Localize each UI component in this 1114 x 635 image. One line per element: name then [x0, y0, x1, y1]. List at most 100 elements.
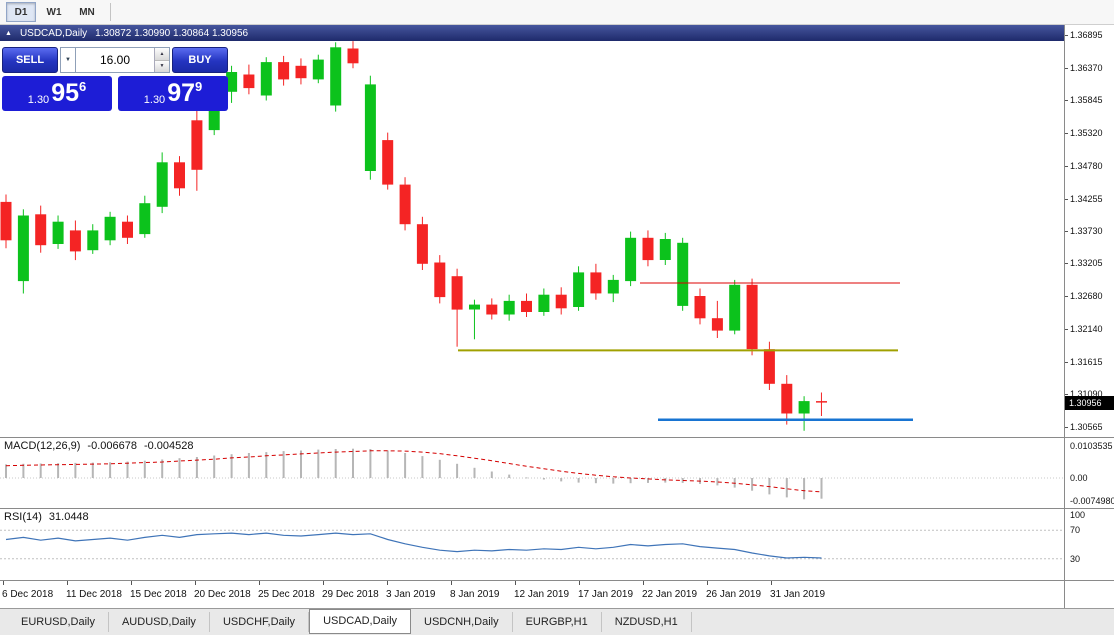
- candle-body: [434, 262, 446, 298]
- candle-body: [243, 74, 255, 89]
- rsi-panel[interactable]: RSI(14) 31.0448: [0, 509, 1064, 580]
- candle-body: [521, 300, 532, 312]
- macd-histogram-bar: [716, 478, 719, 486]
- chart-tab-eurusd-daily[interactable]: EURUSD,Daily: [8, 612, 109, 632]
- price-scale-label: 1.34255: [1070, 194, 1103, 204]
- time-axis-tick: [3, 581, 4, 585]
- macd-histogram-bar: [265, 452, 268, 478]
- rsi-value: 31.0448: [48, 511, 89, 523]
- timeframe-button-mn[interactable]: MN: [79, 6, 95, 18]
- candle-body: [260, 62, 272, 96]
- macd-histogram-bar: [178, 458, 181, 478]
- price-scale-tick: [1065, 100, 1068, 101]
- candle-body: [139, 203, 151, 235]
- candle-body: [625, 237, 637, 282]
- sell-button[interactable]: SELL: [2, 47, 58, 73]
- time-axis-label: 20 Dec 2018: [194, 589, 251, 600]
- candle-body: [607, 279, 619, 294]
- macd-histogram-bar: [109, 462, 112, 478]
- timeframe-button-d1[interactable]: D1: [6, 2, 36, 22]
- time-axis-tick: [323, 581, 324, 585]
- candle-body: [226, 72, 238, 92]
- timeframe-button-w1[interactable]: W1: [46, 6, 62, 18]
- candle-body: [347, 48, 359, 64]
- macd-label-row: MACD(12,26,9) -0.006678 -0.004528: [4, 440, 194, 452]
- rsi-scale-label: 30: [1070, 554, 1081, 564]
- chart-tab-audusd-daily[interactable]: AUDUSD,Daily: [109, 612, 210, 632]
- candle-body: [659, 239, 671, 260]
- chart-title-bar[interactable]: ▲ USDCAD,Daily 1.30872 1.30990 1.30864 1…: [0, 25, 1064, 41]
- time-axis-tick: [771, 581, 772, 585]
- price-chart-panel[interactable]: ▲ USDCAD,Daily 1.30872 1.30990 1.30864 1…: [0, 25, 1064, 437]
- macd-histogram-bar: [161, 459, 164, 478]
- collapse-icon[interactable]: ▲: [5, 29, 12, 37]
- chart-tab-nzdusd-h1[interactable]: NZDUSD,H1: [602, 612, 692, 632]
- buy-price-pip: 9: [195, 79, 203, 94]
- price-scale-label: 1.36370: [1070, 63, 1103, 73]
- macd-histogram-bar: [74, 462, 77, 478]
- chart-tab-usdchf-daily[interactable]: USDCHF,Daily: [210, 612, 310, 632]
- candle-body: [0, 201, 12, 241]
- toolbar-separator: [110, 3, 111, 21]
- price-scale-tick: [1065, 35, 1068, 36]
- time-axis-label: 31 Jan 2019: [770, 589, 826, 600]
- macd-histogram-bar: [300, 450, 302, 478]
- panel-divider[interactable]: [0, 508, 1114, 509]
- candle-body: [798, 401, 810, 414]
- sell-price-display[interactable]: 1.30 95 6: [2, 76, 112, 111]
- volume-dropdown-button[interactable]: ▼: [60, 47, 76, 73]
- macd-histogram-bar: [681, 478, 684, 483]
- macd-histogram-bar: [195, 457, 198, 478]
- chart-tab-usdcad-daily[interactable]: USDCAD,Daily: [309, 608, 412, 634]
- macd-histogram-bar: [785, 478, 788, 498]
- panel-divider[interactable]: [0, 580, 1114, 581]
- time-axis-tick: [67, 581, 68, 585]
- candle-body: [399, 184, 411, 225]
- candle-body: [122, 221, 133, 238]
- time-axis-label: 11 Dec 2018: [66, 589, 122, 600]
- candle-body: [729, 284, 741, 331]
- price-scale-tick: [1065, 427, 1068, 428]
- chart-title-symbol: USDCAD,Daily: [19, 27, 88, 39]
- macd-histogram-bar: [820, 478, 823, 499]
- time-axis-tick: [131, 581, 132, 585]
- volume-increase-button[interactable]: ▲: [155, 48, 169, 61]
- volume-input[interactable]: 16.00: [99, 53, 131, 67]
- rsi-chart-canvas[interactable]: [0, 509, 1064, 580]
- macd-histogram-bar: [508, 474, 511, 478]
- macd-panel[interactable]: MACD(12,26,9) -0.006678 -0.004528: [0, 438, 1064, 508]
- time-axis[interactable]: 6 Dec 2018 11 Dec 2018 15 Dec 2018 20 Dec 2…: [0, 581, 1064, 608]
- macd-histogram-bar: [456, 463, 459, 478]
- macd-histogram-bar: [143, 460, 146, 478]
- macd-histogram-bar: [247, 453, 250, 478]
- macd-scale-label: 0.0103535: [1070, 441, 1113, 451]
- rsi-scale-label: 100: [1070, 510, 1086, 520]
- price-chart-canvas[interactable]: [0, 25, 1064, 437]
- macd-label: MACD(12,26,9): [4, 440, 81, 452]
- price-scale-label: 1.33205: [1070, 258, 1103, 268]
- panel-divider[interactable]: [0, 437, 1114, 438]
- price-scale-tick: [1065, 296, 1068, 297]
- macd-histogram-bar: [594, 478, 597, 484]
- chart-tab-eurgbp-h1[interactable]: EURGBP,H1: [513, 612, 602, 632]
- price-scale-column[interactable]: 1.36895 1.36370 1.35845 1.35320 1.34780 1.342…: [1064, 25, 1114, 608]
- timeframe-toolbar: D1 W1 MN: [0, 0, 1114, 25]
- volume-decrease-button[interactable]: ▼: [155, 60, 169, 72]
- candle-body: [208, 93, 220, 131]
- buy-price-display[interactable]: 1.30 97 9: [118, 76, 228, 111]
- price-scale-tick: [1065, 68, 1068, 69]
- time-axis-label: 3 Jan 2019: [386, 589, 436, 600]
- chart-tab-usdcnh-daily[interactable]: USDCNH,Daily: [411, 612, 513, 632]
- time-axis-tick: [195, 581, 196, 585]
- price-scale-tick: [1065, 329, 1068, 330]
- price-scale-tick: [1065, 166, 1068, 167]
- candle-body: [451, 276, 463, 310]
- price-scale-label: 1.32680: [1070, 291, 1103, 301]
- macd-histogram-bar: [612, 478, 615, 484]
- macd-chart-canvas[interactable]: [0, 438, 1064, 508]
- buy-price-prefix: 1.30: [143, 94, 166, 106]
- macd-histogram-bar: [490, 471, 493, 478]
- macd-histogram-bar: [317, 449, 320, 478]
- macd-histogram-bar: [421, 456, 424, 478]
- buy-button[interactable]: BUY: [172, 47, 228, 73]
